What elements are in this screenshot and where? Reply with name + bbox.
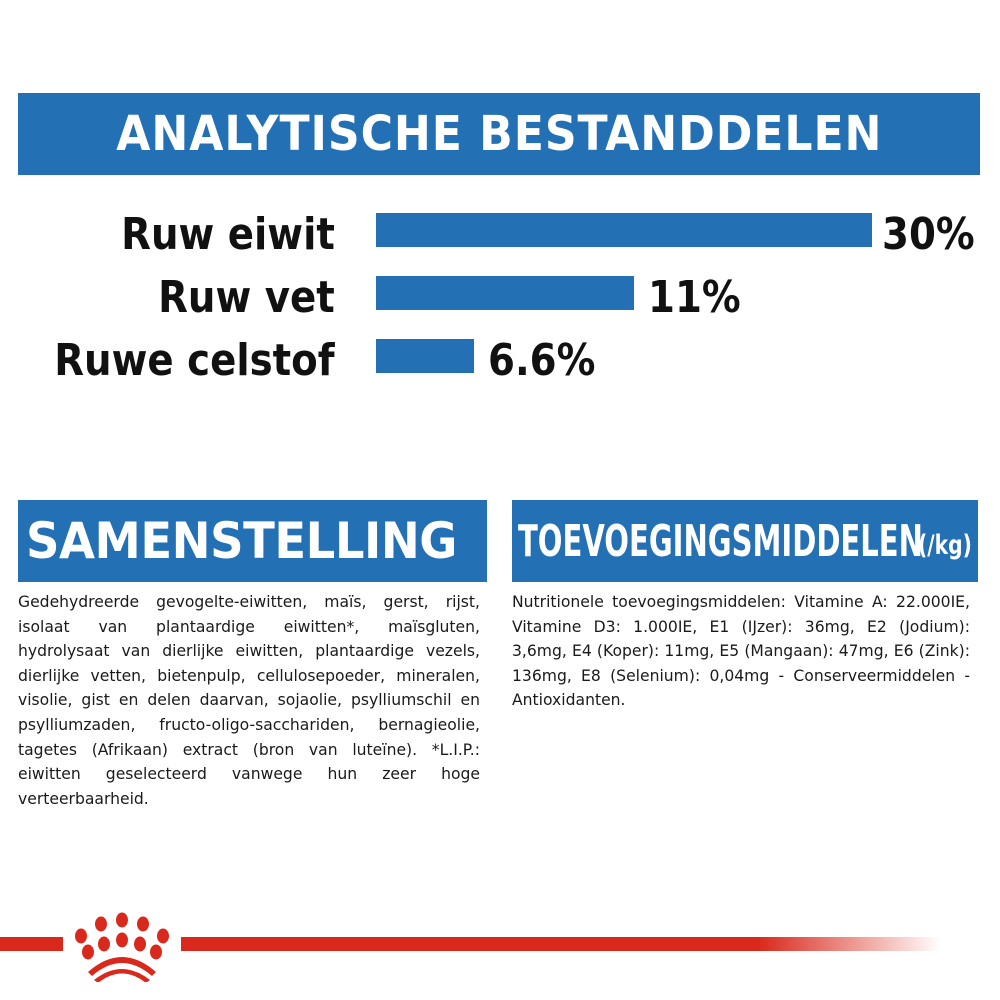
composition-title: SAMENSTELLING — [26, 512, 458, 570]
additives-unit: (/kg) — [918, 530, 972, 561]
additives-banner: TOEVOEGINGSMIDDELEN (/kg) — [512, 500, 978, 582]
row-value: 30% — [882, 209, 975, 260]
row-value: 6.6% — [488, 335, 596, 386]
composition-text: Gedehydreerde gevogelte-eiwitten, maïs, … — [18, 593, 480, 808]
row-label: Ruw eiwit — [121, 209, 335, 260]
footer-red-line-left — [0, 937, 63, 951]
row-value: 11% — [648, 272, 741, 323]
row-label: Ruw vet — [158, 272, 335, 323]
analytical-constituents-banner: ANALYTISCHE BESTANDDELEN — [18, 93, 980, 175]
analytical-constituents-title: ANALYTISCHE BESTANDDELEN — [115, 106, 883, 162]
bar — [376, 213, 872, 247]
chart-row-fibre: Ruwe celstof 6.6% — [0, 335, 1000, 389]
bar — [376, 339, 474, 373]
chart-row-fat: Ruw vet 11% — [0, 272, 1000, 326]
footer-red-line-right — [181, 937, 941, 951]
bar — [376, 276, 634, 310]
additives-title: TOEVOEGINGSMIDDELEN — [518, 515, 923, 567]
composition-banner: SAMENSTELLING — [18, 500, 487, 582]
royal-canin-crown-icon — [75, 912, 169, 982]
additives-text: Nutritionele toevoegingsmiddelen: Vitami… — [512, 593, 970, 710]
row-label: Ruwe celstof — [54, 335, 335, 386]
chart-row-protein: Ruw eiwit 30% — [0, 209, 1000, 263]
